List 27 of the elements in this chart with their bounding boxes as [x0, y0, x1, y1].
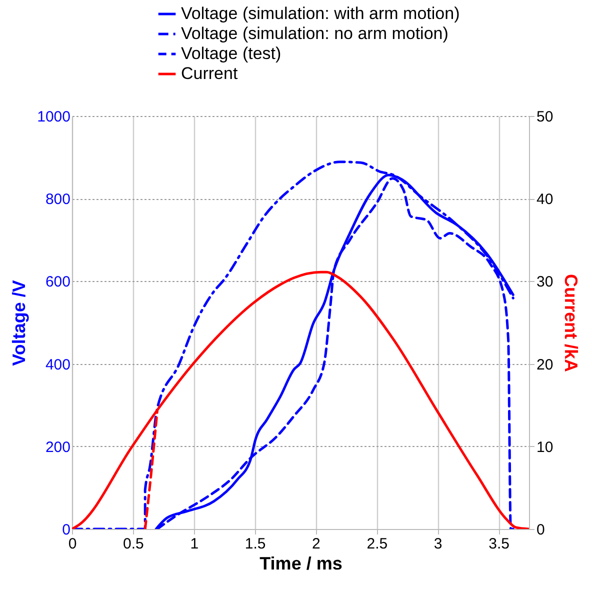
y-tick-label: 1000: [37, 108, 70, 126]
y2-axis-title: Current /kA: [561, 274, 582, 372]
legend-label: Voltage (simulation: with arm motion): [181, 4, 460, 23]
legend-label: Voltage (simulation: no arm motion): [181, 24, 448, 43]
y-tick-label: 400: [45, 356, 70, 374]
x-tick-label: 3.5: [488, 536, 510, 552]
y2-tick-label: 40: [536, 191, 554, 208]
y-tick-label: 800: [45, 191, 70, 208]
x-tick-label: 2.5: [366, 536, 388, 552]
x-tick-label: 1: [190, 536, 199, 552]
y-axis-title: Voltage /V: [9, 280, 30, 366]
y2-tick-label: 20: [536, 356, 554, 374]
y2-tick-label: 50: [536, 108, 554, 126]
x-tick-label: 2: [312, 536, 320, 552]
y-tick-label: 200: [45, 438, 70, 456]
x-tick-label: 0.5: [123, 536, 144, 552]
y-tick-label: 600: [45, 274, 70, 291]
y2-tick-label: 30: [536, 274, 554, 291]
x-axis-title: Time / ms: [260, 554, 342, 574]
legend-label: Current: [181, 64, 238, 83]
legend-label: Voltage (test): [181, 44, 282, 63]
y-tick-label: 0: [62, 522, 70, 538]
y2-tick-label: 10: [536, 438, 554, 456]
x-tick-label: 3: [434, 536, 442, 552]
line-series: [72, 160, 514, 529]
x-tick-label: 1.5: [244, 536, 266, 552]
y2-tick-label: 0: [536, 522, 545, 538]
